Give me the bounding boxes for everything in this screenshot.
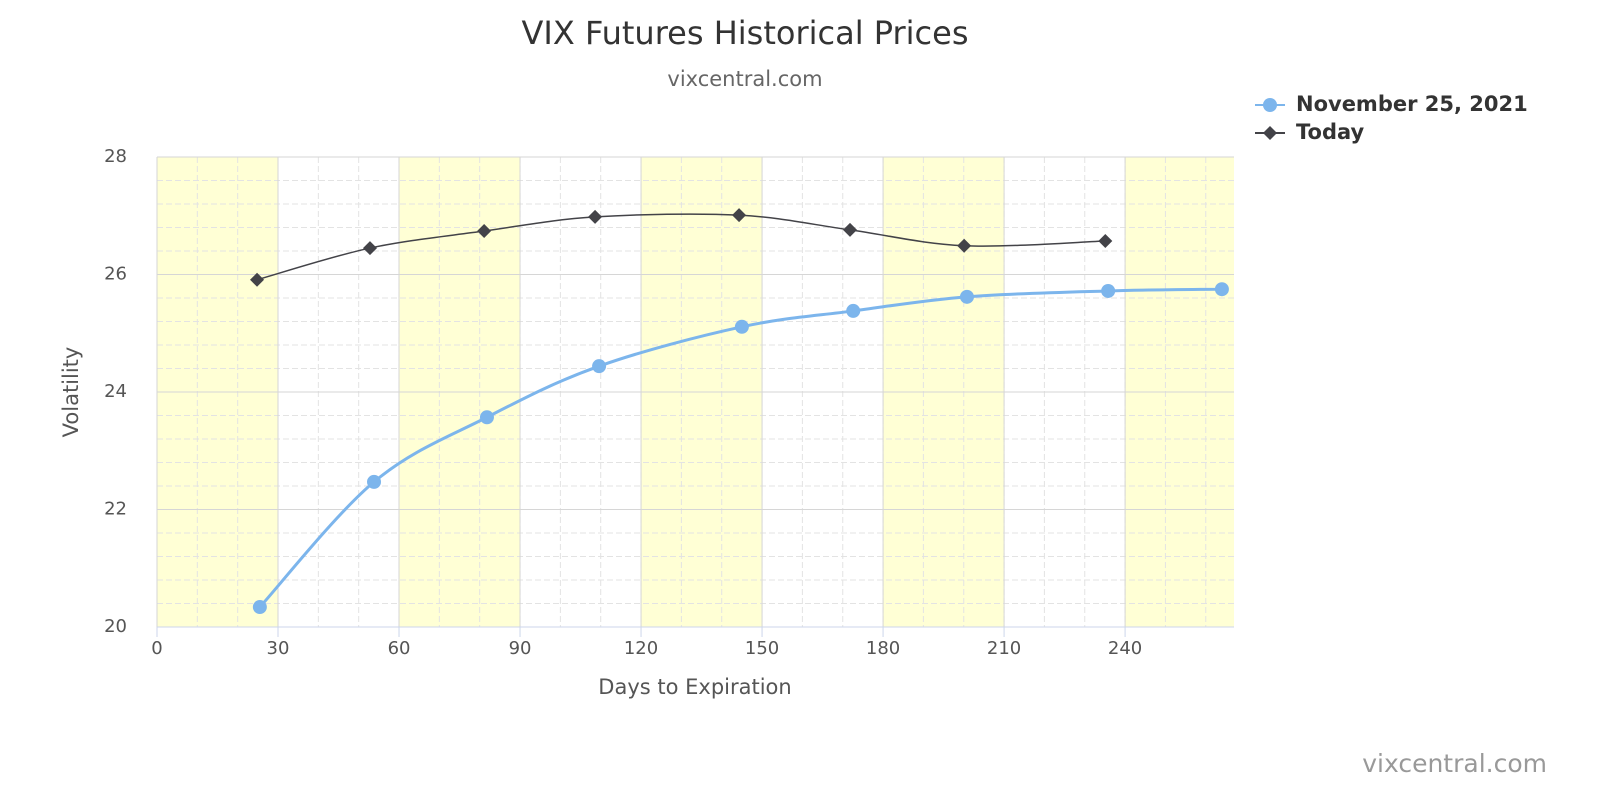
chart-subtitle: vixcentral.com <box>667 67 822 91</box>
x-axis-label: Days to Expiration <box>598 675 791 699</box>
point <box>1263 126 1277 140</box>
x-tick-label: 30 <box>267 638 290 659</box>
x-tick-label: 90 <box>509 638 532 659</box>
point <box>1101 283 1116 298</box>
legend-label: Today <box>1296 120 1365 144</box>
y-tick-label: 22 <box>104 499 127 520</box>
x-tick-label: 180 <box>866 638 900 659</box>
legend-label: November 25, 2021 <box>1296 92 1528 116</box>
chart-title: VIX Futures Historical Prices <box>522 14 969 52</box>
point <box>477 224 492 239</box>
y-tick-label: 26 <box>104 264 127 285</box>
point <box>362 241 377 256</box>
point <box>846 303 861 318</box>
series-line <box>256 213 1106 281</box>
point <box>250 272 265 287</box>
point <box>252 600 267 615</box>
point <box>959 289 974 304</box>
credit: vixcentral.com <box>1362 749 1547 778</box>
y-axis-label: Volatility <box>59 347 83 438</box>
x-tick-label: 60 <box>388 638 411 659</box>
point <box>957 238 972 253</box>
x-tick-label: 210 <box>987 638 1021 659</box>
point <box>592 359 607 374</box>
point <box>1263 98 1277 112</box>
y-tick-label: 20 <box>104 616 127 637</box>
series-line <box>258 287 1222 609</box>
y-tick-label: 28 <box>104 146 127 167</box>
x-tick-label: 150 <box>745 638 779 659</box>
point <box>588 209 603 224</box>
point <box>1098 234 1113 249</box>
point <box>367 474 382 489</box>
point <box>479 410 494 425</box>
point <box>842 222 857 237</box>
x-tick-label: 120 <box>624 638 658 659</box>
point <box>732 208 747 223</box>
point <box>1214 282 1229 297</box>
x-tick-label: 240 <box>1108 638 1142 659</box>
x-tick-label: 0 <box>151 638 162 659</box>
y-tick-label: 24 <box>104 381 127 402</box>
point <box>734 319 749 334</box>
